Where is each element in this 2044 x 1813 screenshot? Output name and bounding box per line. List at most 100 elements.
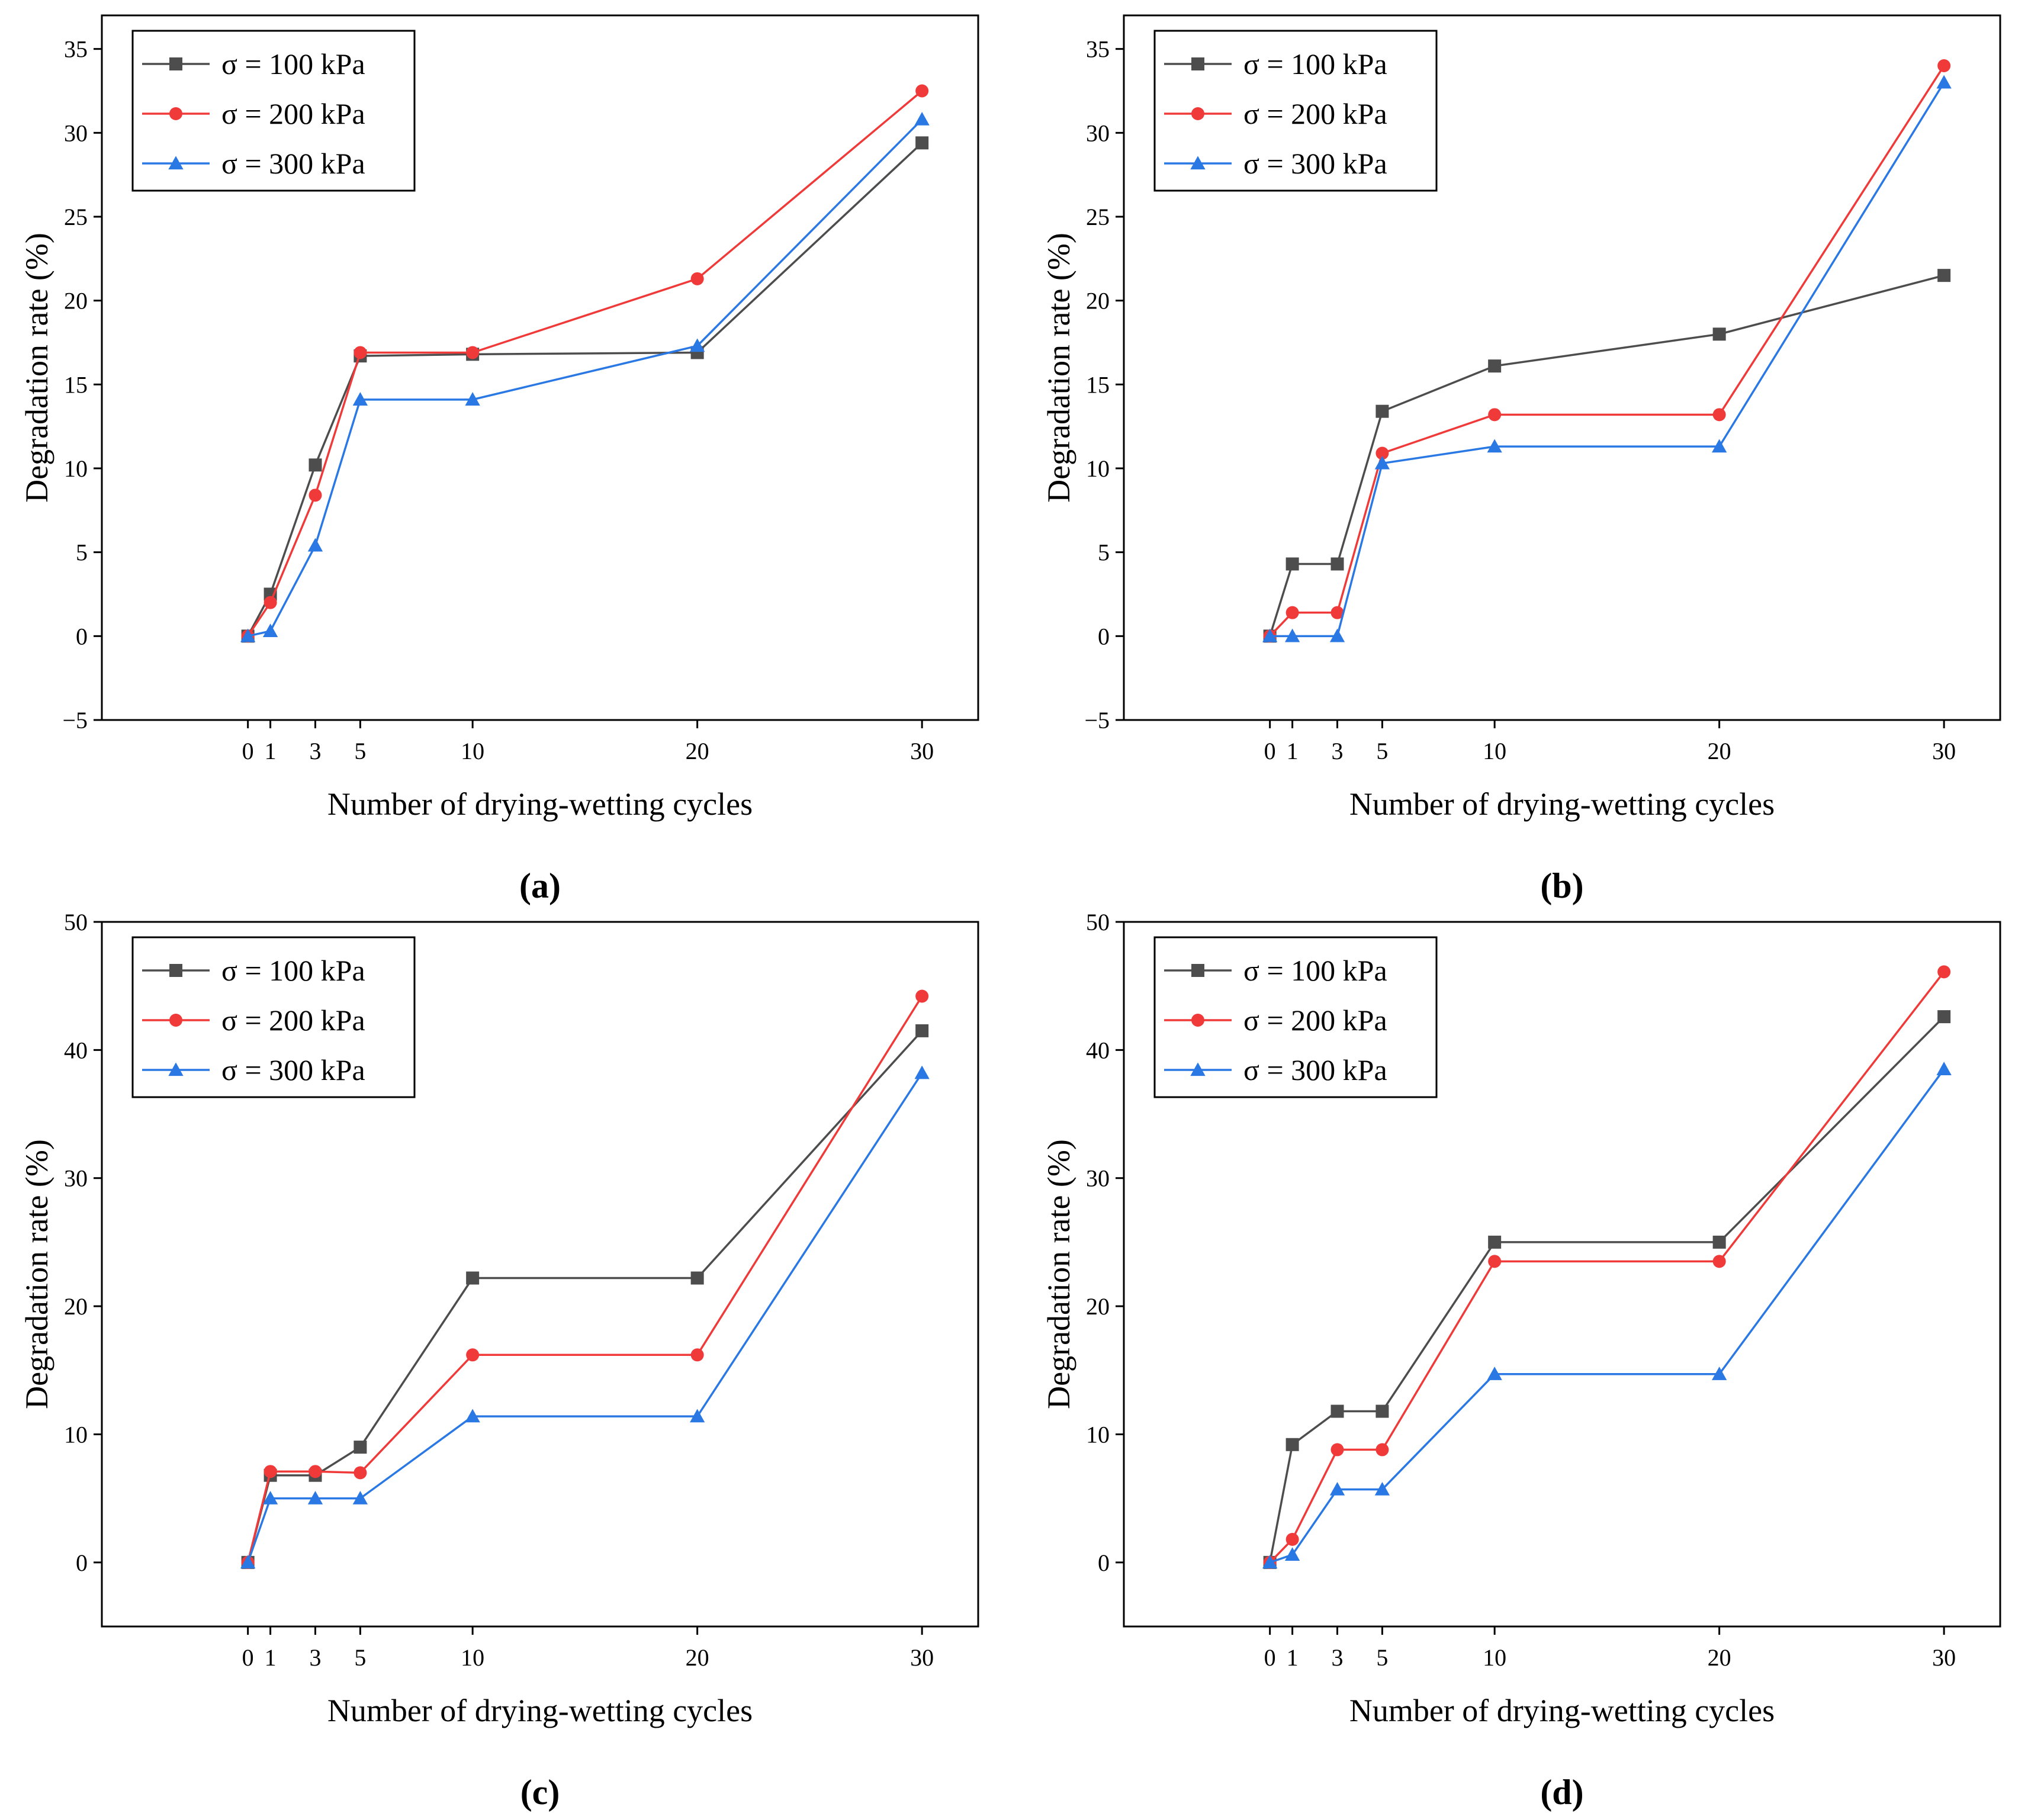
y-tick-label: 10 bbox=[64, 455, 88, 482]
series-line-300kpa bbox=[247, 1072, 923, 1563]
y-axis-title: Degradation rate (%) bbox=[1041, 233, 1076, 503]
data-point-300kpa bbox=[1487, 439, 1502, 453]
data-point-200kpa bbox=[1712, 1255, 1726, 1268]
x-tick-label: 3 bbox=[1332, 738, 1344, 764]
y-tick-label: 30 bbox=[64, 120, 88, 146]
data-point-200kpa bbox=[1937, 59, 1951, 72]
y-tick-label: 15 bbox=[64, 371, 88, 398]
y-tick-label: 50 bbox=[64, 909, 88, 936]
data-point-100kpa bbox=[1330, 557, 1344, 571]
data-point-300kpa bbox=[1329, 1481, 1345, 1496]
data-point-200kpa bbox=[1375, 446, 1389, 460]
x-axis-title: Number of drying-wetting cycles bbox=[327, 1693, 753, 1728]
y-tick-label: 0 bbox=[1098, 623, 1110, 650]
data-point-200kpa bbox=[915, 84, 929, 98]
legend-swatch-marker bbox=[168, 156, 184, 170]
legend-entry-300kpa: σ = 300 kPa bbox=[1243, 1053, 1387, 1086]
data-point-200kpa bbox=[915, 989, 929, 1003]
y-tick-label: 10 bbox=[64, 1421, 88, 1448]
data-point-200kpa bbox=[1330, 606, 1344, 619]
data-point-300kpa bbox=[914, 112, 930, 126]
y-tick-label: 35 bbox=[1086, 36, 1110, 63]
data-point-300kpa bbox=[689, 338, 705, 352]
x-tick-label: 30 bbox=[910, 738, 934, 764]
legend-entry-200kpa: σ = 200 kPa bbox=[1243, 97, 1387, 130]
x-tick-label: 1 bbox=[1287, 738, 1299, 764]
data-point-100kpa bbox=[353, 1441, 367, 1454]
x-tick-label: 30 bbox=[910, 1644, 934, 1671]
data-point-300kpa bbox=[1284, 628, 1300, 642]
data-point-200kpa bbox=[1488, 1255, 1502, 1268]
legend-entry-300kpa: σ = 300 kPa bbox=[221, 147, 365, 180]
y-tick-label: 0 bbox=[1098, 1550, 1110, 1576]
data-point-200kpa bbox=[353, 346, 367, 359]
data-point-200kpa bbox=[1488, 408, 1502, 422]
legend-swatch-marker bbox=[168, 1062, 184, 1076]
panel-label: (c) bbox=[520, 1773, 560, 1812]
data-point-100kpa bbox=[1375, 1404, 1389, 1418]
data-point-300kpa bbox=[914, 1065, 930, 1079]
legend-swatch-marker bbox=[169, 1014, 182, 1027]
data-point-300kpa bbox=[465, 392, 480, 406]
x-axis-title: Number of drying-wetting cycles bbox=[327, 786, 753, 822]
x-tick-label: 5 bbox=[1376, 738, 1388, 764]
data-point-300kpa bbox=[307, 538, 323, 552]
x-tick-label: 3 bbox=[310, 738, 322, 764]
plot-frame bbox=[101, 14, 979, 721]
y-tick-label: 25 bbox=[64, 204, 88, 230]
data-point-300kpa bbox=[1936, 75, 1952, 89]
legend-entry-300kpa: σ = 300 kPa bbox=[221, 1053, 365, 1086]
y-tick-label: 15 bbox=[1086, 371, 1110, 398]
data-point-200kpa bbox=[690, 1348, 704, 1362]
data-point-100kpa bbox=[308, 458, 322, 472]
y-tick-label: 10 bbox=[1086, 455, 1110, 482]
data-point-200kpa bbox=[308, 488, 322, 502]
legend-entry-100kpa: σ = 100 kPa bbox=[221, 47, 365, 81]
data-point-300kpa bbox=[1711, 439, 1727, 453]
legend-swatch-marker bbox=[169, 57, 182, 70]
plot-frame bbox=[1123, 14, 2001, 721]
legend-entry-100kpa: σ = 100 kPa bbox=[1243, 47, 1387, 81]
data-point-200kpa bbox=[353, 1466, 367, 1480]
y-tick-label: 40 bbox=[64, 1037, 88, 1063]
data-point-300kpa bbox=[1487, 1367, 1502, 1380]
legend-entry-200kpa: σ = 200 kPa bbox=[221, 1004, 365, 1037]
series-line-100kpa bbox=[1268, 1015, 1945, 1563]
y-axis-title: Degradation rate (%) bbox=[19, 1139, 54, 1409]
data-point-200kpa bbox=[1330, 1443, 1344, 1457]
legend-swatch-marker bbox=[1190, 1062, 1206, 1076]
y-tick-label: 5 bbox=[76, 539, 88, 566]
data-point-300kpa bbox=[352, 392, 368, 406]
data-point-300kpa bbox=[240, 628, 256, 642]
data-point-200kpa bbox=[263, 1465, 277, 1478]
y-tick-label: 40 bbox=[1086, 1037, 1110, 1063]
legend-swatch-marker bbox=[169, 107, 182, 120]
data-point-300kpa bbox=[307, 1490, 323, 1505]
plot-frame bbox=[101, 921, 979, 1628]
data-point-300kpa bbox=[1374, 1481, 1390, 1496]
y-tick-label: 20 bbox=[64, 1293, 88, 1320]
data-point-200kpa bbox=[466, 346, 480, 359]
data-point-200kpa bbox=[1712, 408, 1726, 422]
data-point-100kpa bbox=[1285, 1438, 1299, 1451]
data-point-300kpa bbox=[1329, 628, 1345, 642]
data-point-100kpa bbox=[1937, 269, 1951, 282]
legend-entry-100kpa: σ = 100 kPa bbox=[221, 954, 365, 987]
x-tick-label: 0 bbox=[242, 738, 254, 764]
x-tick-label: 3 bbox=[1332, 1644, 1344, 1671]
x-tick-label: 10 bbox=[1483, 738, 1506, 764]
data-point-200kpa bbox=[1937, 965, 1951, 979]
y-tick-label: 5 bbox=[1098, 539, 1110, 566]
x-tick-label: 1 bbox=[265, 1644, 277, 1671]
x-tick-label: 0 bbox=[242, 1644, 254, 1671]
series-line-100kpa bbox=[1268, 274, 1945, 637]
data-point-300kpa bbox=[1374, 455, 1390, 470]
legend-swatch-marker bbox=[169, 964, 182, 977]
data-point-200kpa bbox=[1285, 1532, 1299, 1546]
legend-swatch-marker bbox=[1191, 964, 1204, 977]
y-tick-label: 35 bbox=[64, 36, 88, 63]
